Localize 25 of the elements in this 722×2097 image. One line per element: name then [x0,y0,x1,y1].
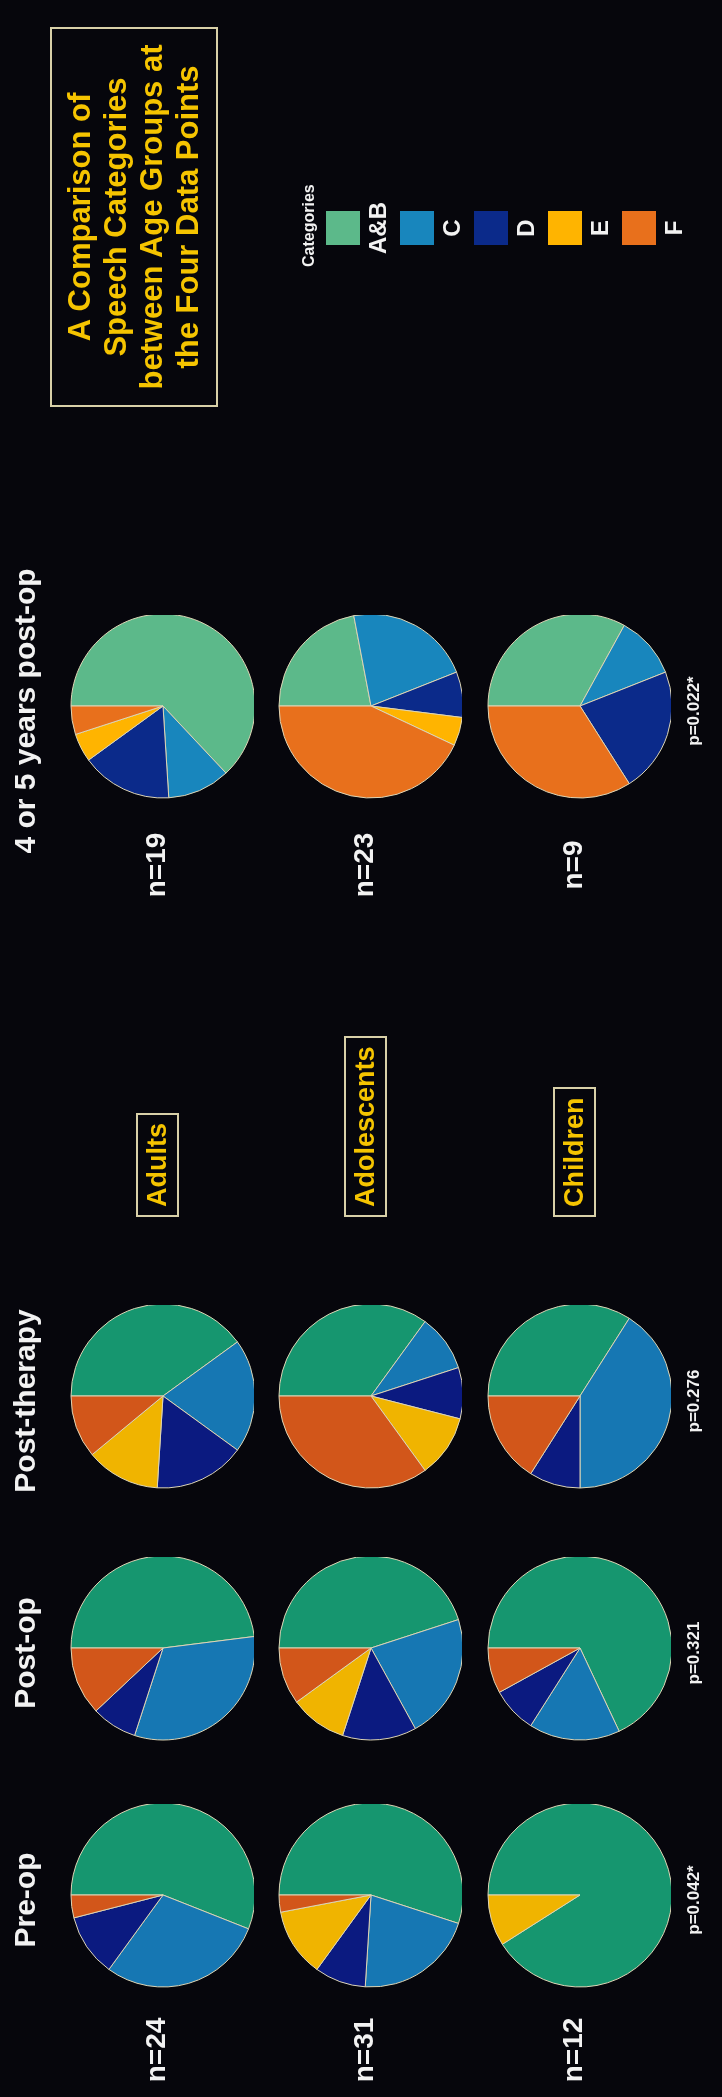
text: Children [553,1087,596,1217]
text: n=23 [348,831,380,900]
text: n=12 [557,2016,589,2085]
text: Post-op [8,1597,41,1709]
legend-label: A&B [364,202,391,254]
text: p=0.022* [684,675,704,748]
text: n=19 [140,831,172,900]
text: p=0.321 [684,1620,704,1687]
legend-label: E [586,219,613,237]
text: A Comparison of Speech Categories between Age Groups at the Four Data Points [50,27,218,407]
legend-title: Categories [300,183,318,267]
text: p=0.276 [684,1368,704,1435]
text: Post-therapy [8,1309,41,1493]
text: n=9 [557,839,589,892]
text: Adults [136,1113,179,1217]
text: Adolescents [344,1036,387,1217]
text: Pre-op [8,1852,41,1948]
legend-label: C [438,219,465,237]
legend-label: F [660,220,687,236]
pie-slice [487,1804,671,1988]
text: p=0.042* [684,1864,704,1937]
text: 4 or 5 years post-op [8,567,42,856]
text: n=31 [348,2016,380,2085]
legend-label: D [512,219,539,237]
text: n=24 [140,2016,172,2085]
